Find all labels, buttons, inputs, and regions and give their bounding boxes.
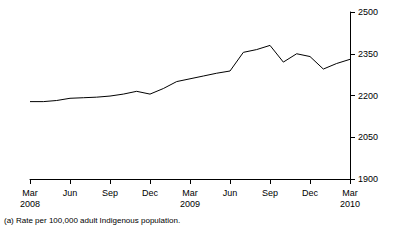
svg-text:2350: 2350 — [358, 49, 378, 59]
svg-text:Mar: Mar — [182, 188, 198, 198]
svg-text:2010: 2010 — [340, 199, 360, 209]
svg-text:2200: 2200 — [358, 91, 378, 101]
svg-text:Jun: Jun — [63, 188, 78, 198]
svg-text:(a) Rate per 100,000 adult Ind: (a) Rate per 100,000 adult Indigenous po… — [4, 216, 180, 225]
svg-text:Mar: Mar — [22, 188, 38, 198]
svg-text:2500: 2500 — [358, 7, 378, 17]
svg-text:2050: 2050 — [358, 132, 378, 142]
svg-text:Dec: Dec — [142, 188, 159, 198]
svg-text:1900: 1900 — [358, 174, 378, 184]
svg-text:Sep: Sep — [102, 188, 118, 198]
svg-text:Jun: Jun — [223, 188, 238, 198]
svg-text:Dec: Dec — [302, 188, 319, 198]
svg-text:2008: 2008 — [20, 199, 40, 209]
svg-text:Mar: Mar — [342, 188, 358, 198]
svg-text:Sep: Sep — [262, 188, 278, 198]
svg-text:2009: 2009 — [180, 199, 200, 209]
